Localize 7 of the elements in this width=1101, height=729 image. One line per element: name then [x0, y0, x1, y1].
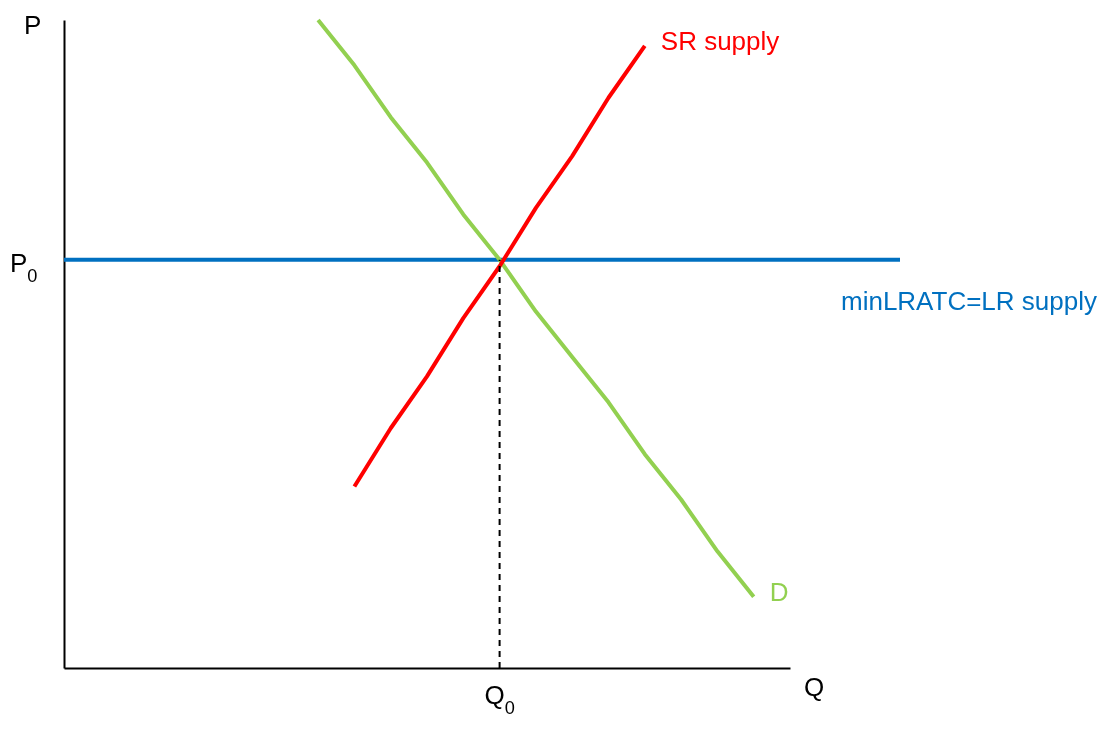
- text: Q$_{0}$: [484, 680, 515, 718]
- series-label: D: [769, 576, 789, 607]
- ref-line-label: minLRATC=LR supply: [840, 285, 1097, 316]
- y-axis-title: P: [24, 10, 42, 40]
- series-label: SR supply: [660, 25, 780, 56]
- text: P$_{0}$: [10, 247, 38, 286]
- x-axis-title: Q: [804, 672, 825, 702]
